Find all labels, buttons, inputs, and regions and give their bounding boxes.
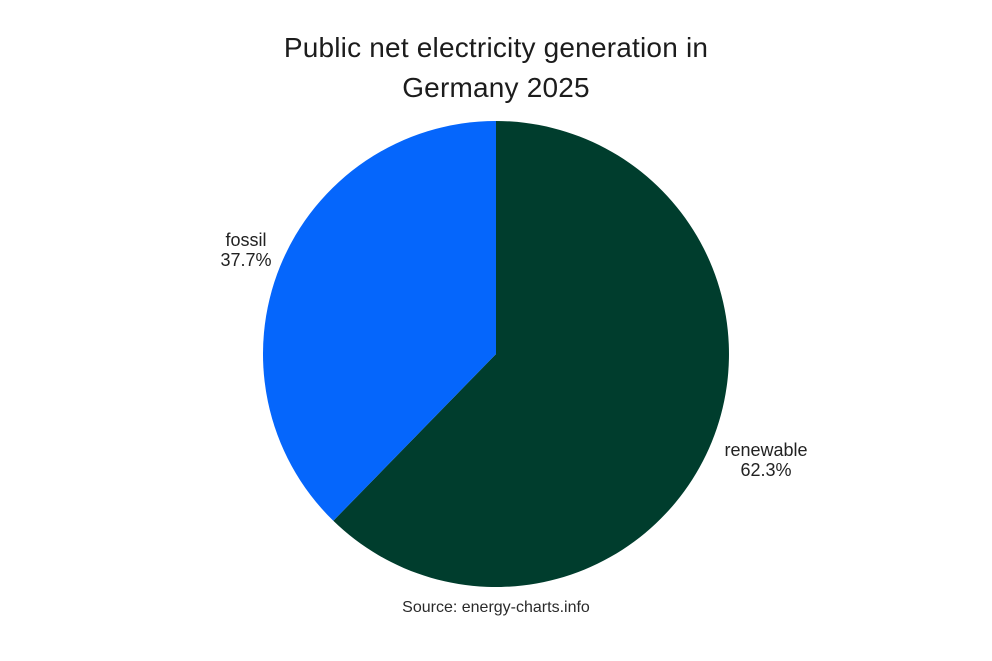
slice-label-fossil-name: fossil bbox=[225, 230, 267, 250]
slice-label-renewable-pct: 62.3% bbox=[740, 459, 792, 480]
chart-title-line-1: Public net electricity generation in bbox=[283, 32, 709, 63]
chart-title-line-2: Germany 2025 bbox=[402, 72, 590, 103]
pie-slice-renewable bbox=[333, 121, 729, 588]
slice-label-fossil-pct: 37.7% bbox=[220, 249, 272, 270]
slice-label-fossil: fossil 37.7% bbox=[220, 230, 272, 270]
slice-label-renewable-name: renewable bbox=[724, 440, 808, 460]
pie-slice-fossil bbox=[262, 121, 496, 521]
slice-label-renewable: renewable 62.3% bbox=[724, 440, 808, 480]
chart-title: Public net electricity generation in Ger… bbox=[0, 28, 992, 108]
source-attribution: Source: energy-charts.info bbox=[402, 599, 590, 616]
